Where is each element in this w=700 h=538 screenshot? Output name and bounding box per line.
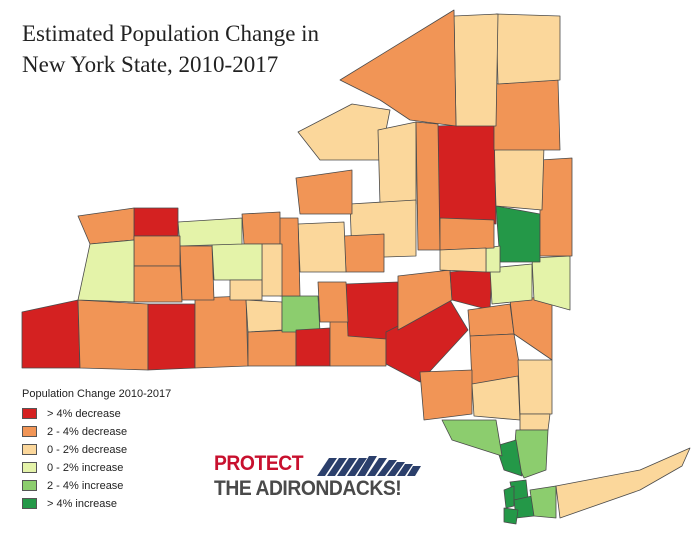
county-suffolk: [555, 447, 691, 519]
legend-label: 2 - 4% decrease: [47, 425, 128, 438]
county-madison: [343, 233, 385, 273]
title-line-2: New York State, 2010-2017: [22, 52, 279, 77]
map-title: Estimated Population Change in New York …: [22, 18, 382, 80]
county-chemung: [247, 329, 297, 367]
county-cortland: [317, 281, 349, 323]
county-allegany: [147, 303, 196, 371]
county-steuben: [194, 295, 249, 369]
legend-title: Population Change 2010-2017: [22, 388, 172, 400]
county-livingston: [179, 245, 215, 301]
county-chautauqua: [21, 299, 81, 369]
legend-swatch: [22, 426, 37, 437]
county-clinton: [495, 13, 561, 85]
logo-line-2: THE ADIRONDACKS!: [214, 477, 402, 500]
county-onondaga: [297, 221, 347, 273]
county-rockland: [495, 439, 523, 477]
county-hamilton: [435, 123, 497, 225]
county-wayne: [241, 211, 281, 245]
legend-swatch: [22, 498, 37, 509]
legend-swatch: [22, 462, 37, 473]
county-schoharie: [449, 267, 493, 311]
county-nassau: [529, 485, 557, 519]
county-putnam: [519, 413, 551, 431]
county-tioga: [295, 327, 331, 367]
legend-label: 2 - 4% increase: [47, 479, 124, 492]
legend-label: 0 - 2% decrease: [47, 443, 128, 456]
county-wyoming: [133, 265, 183, 303]
county-greene: [467, 303, 515, 337]
county-orange-south: [441, 419, 503, 457]
county-erie: [77, 239, 135, 303]
legend-item: 2 - 4% decrease: [22, 424, 171, 439]
county-monroe: [177, 217, 243, 247]
legend-item: > 4% decrease: [22, 406, 171, 421]
county-montgomery: [439, 247, 487, 273]
county-franklin: [453, 13, 499, 127]
county-new-york: [503, 485, 515, 509]
legend-label: > 4% increase: [47, 497, 118, 510]
legend-swatch: [22, 408, 37, 419]
county-ontario: [211, 243, 263, 281]
county-herkimer: [415, 121, 441, 251]
county-essex: [493, 79, 561, 151]
mountains-icon: [317, 456, 421, 476]
logo-line-1: PROTECT: [214, 452, 304, 475]
county-orleans: [133, 207, 179, 237]
legend-item: 0 - 2% increase: [22, 460, 171, 475]
county-lewis: [377, 121, 417, 205]
county-saratoga: [495, 205, 541, 263]
legend-item: 0 - 2% decrease: [22, 442, 171, 457]
county-rensselaer: [531, 255, 571, 311]
protect-the-adirondacks-logo: PROTECT THE ADIRONDACKS!: [214, 452, 444, 504]
county-fulton: [439, 217, 495, 251]
county-orange: [471, 375, 521, 421]
county-niagara: [77, 207, 135, 245]
county-oswego: [295, 169, 353, 215]
legend-item: 2 - 4% increase: [22, 478, 171, 493]
county-yates: [229, 279, 263, 301]
county-st-lawrence: [339, 9, 457, 127]
title-line-1: Estimated Population Change in: [22, 21, 320, 46]
legend-label: 0 - 2% increase: [47, 461, 124, 474]
county-washington: [539, 157, 573, 257]
county-jefferson: [297, 103, 391, 161]
county-schenectady: [485, 245, 501, 273]
legend-label: > 4% decrease: [47, 407, 121, 420]
county-kings: [503, 507, 519, 525]
county-cattaraugus: [77, 299, 149, 371]
county-schuyler: [245, 299, 283, 333]
legend-swatch: [22, 444, 37, 455]
county-warren: [493, 145, 545, 211]
county-seneca: [261, 243, 283, 297]
legend-swatch: [22, 480, 37, 491]
county-dutchess: [517, 359, 553, 415]
legend-item: > 4% increase: [22, 496, 171, 511]
county-sullivan: [419, 369, 473, 421]
county-tompkins: [281, 295, 321, 333]
county-albany: [489, 263, 533, 305]
legend: Population Change 2010-2017 > 4% decreas…: [22, 388, 171, 514]
county-genesee: [133, 235, 181, 267]
